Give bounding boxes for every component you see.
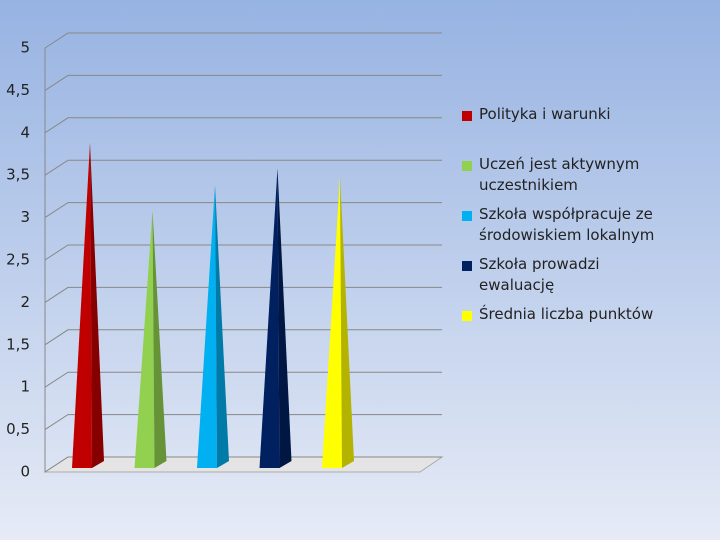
bar: [259, 168, 280, 468]
legend-item: Szkoła współpracuje ze środowiskiem loka…: [462, 204, 662, 246]
y-tick-label: 1: [20, 378, 30, 396]
legend-swatch: [462, 161, 472, 171]
bar: [134, 210, 155, 468]
legend-label: Polityka i warunki: [479, 105, 611, 123]
y-tick-label: 3: [20, 208, 30, 226]
y-tick-label: 5: [20, 39, 30, 57]
grid-line: [44, 456, 442, 473]
grid-line: [44, 159, 442, 176]
y-tick-label: 1,5: [6, 335, 30, 353]
legend-label: Średnia liczba punktów: [479, 305, 654, 323]
grid-line: [44, 244, 442, 261]
legend-item: Polityka i warunki: [462, 104, 662, 125]
y-tick-label: 0: [20, 463, 30, 481]
bar-side: [215, 185, 229, 468]
bar: [322, 176, 342, 468]
legend-item: Średnia liczba punktów: [462, 304, 662, 325]
legend-label: Szkoła prowadzi ewaluację: [479, 255, 600, 294]
y-tick-label: 3,5: [6, 166, 30, 184]
grid-line: [44, 286, 442, 303]
bar: [72, 142, 92, 468]
floor: [43, 456, 444, 473]
grid-line: [44, 371, 442, 388]
legend-swatch: [462, 261, 472, 271]
bar: [197, 185, 217, 468]
legend-item: Uczeń jest aktywnym uczestnikiem: [462, 154, 662, 196]
y-tick-label: 0,5: [6, 420, 30, 438]
bar-side: [340, 176, 354, 468]
bar-side: [152, 210, 167, 468]
grid-line: [44, 329, 442, 346]
y-tick-label: 2: [20, 293, 30, 311]
bar-side: [90, 142, 104, 468]
y-tick-label: 4,5: [6, 81, 30, 99]
grid-line: [44, 74, 442, 91]
grid-line: [44, 414, 442, 431]
legend-swatch: [462, 311, 472, 321]
legend-swatch: [462, 111, 472, 121]
bar-side: [277, 168, 292, 468]
legend-label: Uczeń jest aktywnym uczestnikiem: [479, 155, 640, 194]
legend-swatch: [462, 211, 472, 221]
y-tick-label: 4: [20, 123, 30, 141]
legend-item: Szkoła prowadzi ewaluację: [462, 254, 662, 296]
grid-line: [44, 117, 442, 134]
grid-line: [44, 32, 442, 49]
grid-line: [44, 202, 442, 219]
legend-label: Szkoła współpracuje ze środowiskiem loka…: [479, 205, 655, 244]
y-tick-label: 2,5: [6, 251, 30, 269]
